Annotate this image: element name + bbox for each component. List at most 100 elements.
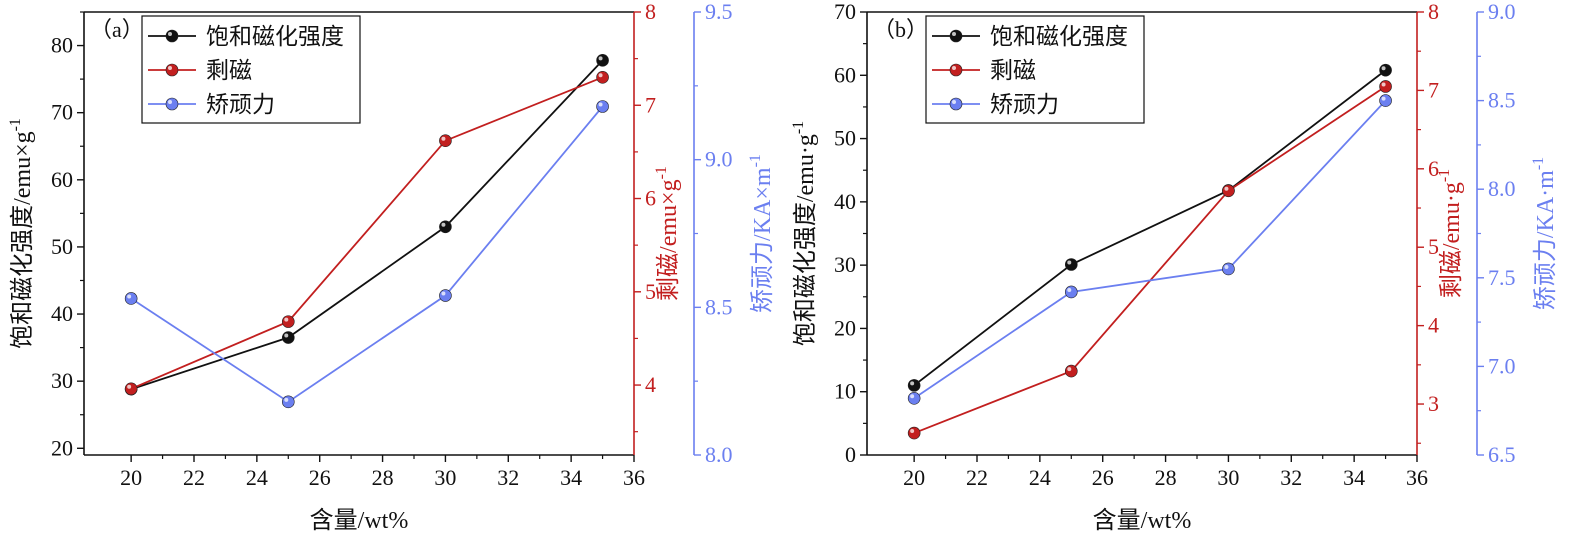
- chart-panel-b: 20 22 24 26 28 30 32 34 36含量/wt%0102030405060703…: [790, 0, 1559, 534]
- data-point-highlight: [1381, 66, 1386, 71]
- left-tick-label: 30: [834, 252, 856, 277]
- x-tick-label: 28: [372, 465, 394, 490]
- right1-axis-title: 剩磁/emu×g-1: [653, 166, 682, 301]
- data-point-black: [907, 379, 921, 392]
- legend-label: 饱和磁化强度: [990, 24, 1128, 49]
- data-point-highlight: [910, 429, 915, 434]
- x-tick-label: 22: [183, 465, 205, 490]
- data-point-highlight: [284, 333, 289, 338]
- x-tick-label: 34: [560, 465, 582, 490]
- legend-swatch-marker: [949, 97, 963, 111]
- right2-tick-label: 9.5: [705, 0, 733, 24]
- right2-tick-label: 8.5: [705, 294, 733, 319]
- right2-tick-label: 8.5: [1488, 88, 1516, 113]
- legend-swatch-highlight: [168, 100, 172, 104]
- data-point-blue: [439, 289, 452, 302]
- data-point-highlight: [910, 381, 915, 386]
- right1-tick-label: 3: [1428, 391, 1439, 416]
- right1-axis-title-main: 剩磁/emu×g: [655, 179, 682, 301]
- right2-axis-title-sup: -1: [1530, 157, 1547, 170]
- x-tick-label: 24: [1029, 465, 1051, 490]
- right2-axis-title-main: 矫顽力/KA·m: [1532, 170, 1559, 310]
- left-axis-title: 饱和磁化强度/emu×g-1: [7, 118, 36, 349]
- left-tick-label: 70: [834, 0, 856, 24]
- legend-swatch-marker: [949, 29, 963, 43]
- legend-label: 饱和磁化强度: [206, 24, 344, 49]
- right2-tick-label: 7.5: [1488, 265, 1516, 290]
- legend-swatch-highlight: [168, 32, 172, 36]
- data-point-blue: [1222, 262, 1235, 276]
- data-point-blue: [596, 100, 609, 113]
- left-tick-label: 0: [845, 442, 856, 467]
- panel-label: （a）: [90, 17, 144, 42]
- data-point-black: [281, 331, 295, 344]
- right2-axis-title-sup: -1: [747, 154, 764, 167]
- data-point-black: [1379, 63, 1392, 77]
- data-point-blue: [281, 395, 295, 409]
- chart-panel-a: 20 22 24 26 28 30 32 34 36 含量/wt% 20 30 40 50 60 70 80 4 5…: [7, 0, 776, 534]
- series-line-red: [913, 85, 1387, 434]
- right1-tick-label: 6: [1428, 156, 1439, 181]
- data-point-black: [596, 54, 609, 67]
- data-point-highlight: [1067, 287, 1072, 292]
- right1-tick-label: 8: [645, 0, 656, 24]
- left-axis-title-main: 饱和磁化强度/emu×g: [9, 131, 36, 349]
- x-tick-label: 36: [623, 465, 645, 490]
- right1-axis-title-sup: -1: [1436, 169, 1453, 182]
- legend-swatch-marker: [949, 63, 963, 77]
- x-tick-label: 32: [1280, 465, 1302, 490]
- data-point-highlight: [127, 384, 132, 389]
- legend-label: 剩磁: [206, 58, 252, 83]
- left-axis-title-sup: -1: [790, 121, 807, 134]
- left-tick-label: 20: [834, 315, 856, 340]
- x-tick-label: 26: [1092, 465, 1114, 490]
- data-point-red: [439, 134, 452, 148]
- legend-swatch-marker: [165, 63, 179, 77]
- legend-label: 矫顽力: [990, 92, 1059, 117]
- left-tick-label: 50: [834, 126, 856, 151]
- right1-tick-label: 7: [645, 92, 656, 117]
- data-point-red: [124, 382, 138, 396]
- data-point-red: [281, 315, 295, 328]
- x-tick-label: 20: [120, 465, 142, 490]
- x-tick-label: 30: [434, 465, 456, 490]
- right1-axis-title: 剩磁/emu·g-1: [1436, 169, 1465, 298]
- data-point-blue: [907, 391, 921, 405]
- right2-tick-label: 9.0: [1488, 0, 1516, 24]
- left-tick-label: 40: [834, 189, 856, 214]
- right2-axis-title: 矫顽力/KA·m-1: [1530, 157, 1559, 310]
- data-point-highlight: [441, 136, 446, 141]
- data-point-highlight: [1224, 264, 1229, 269]
- right1-tick-label: 6: [645, 186, 656, 211]
- data-point-highlight: [127, 294, 132, 299]
- legend-swatch-highlight: [952, 32, 956, 36]
- right2-axis-title-main: 矫顽力/KA×m: [749, 167, 776, 313]
- data-point-highlight: [1067, 260, 1072, 265]
- x-tick-label: 34: [1343, 465, 1365, 490]
- left-axis-title-main: 饱和磁化强度/emu·g: [792, 134, 819, 346]
- right1-tick-label: 7: [1428, 77, 1439, 102]
- x-tick-label: 36: [1406, 465, 1428, 490]
- x-tick-label: 28: [1155, 465, 1177, 490]
- left-tick-label: 60: [51, 167, 73, 192]
- left-tick-label: 70: [51, 100, 73, 125]
- data-point-red: [596, 70, 609, 84]
- x-axis-label: 含量/wt%: [310, 507, 409, 534]
- left-axis-title-sup: -1: [7, 118, 24, 131]
- right1-tick-label: 4: [645, 372, 656, 397]
- right2-tick-label: 6.5: [1488, 442, 1516, 467]
- data-point-blue: [1064, 285, 1078, 299]
- series-line-blue: [913, 99, 1387, 400]
- data-point-red: [907, 426, 921, 440]
- right2-axis-title: 矫顽力/KA×m-1: [747, 154, 776, 313]
- right2-tick-label: 8.0: [705, 442, 733, 467]
- right1-axis-title-sup: -1: [653, 166, 670, 179]
- right1-axis-title-main: 剩磁/emu·g: [1438, 182, 1465, 298]
- data-point-red: [1379, 80, 1392, 93]
- left-tick-label: 80: [51, 33, 73, 58]
- legend-swatch-highlight: [952, 66, 956, 70]
- data-point-highlight: [284, 397, 289, 402]
- series-line-blue: [130, 105, 604, 403]
